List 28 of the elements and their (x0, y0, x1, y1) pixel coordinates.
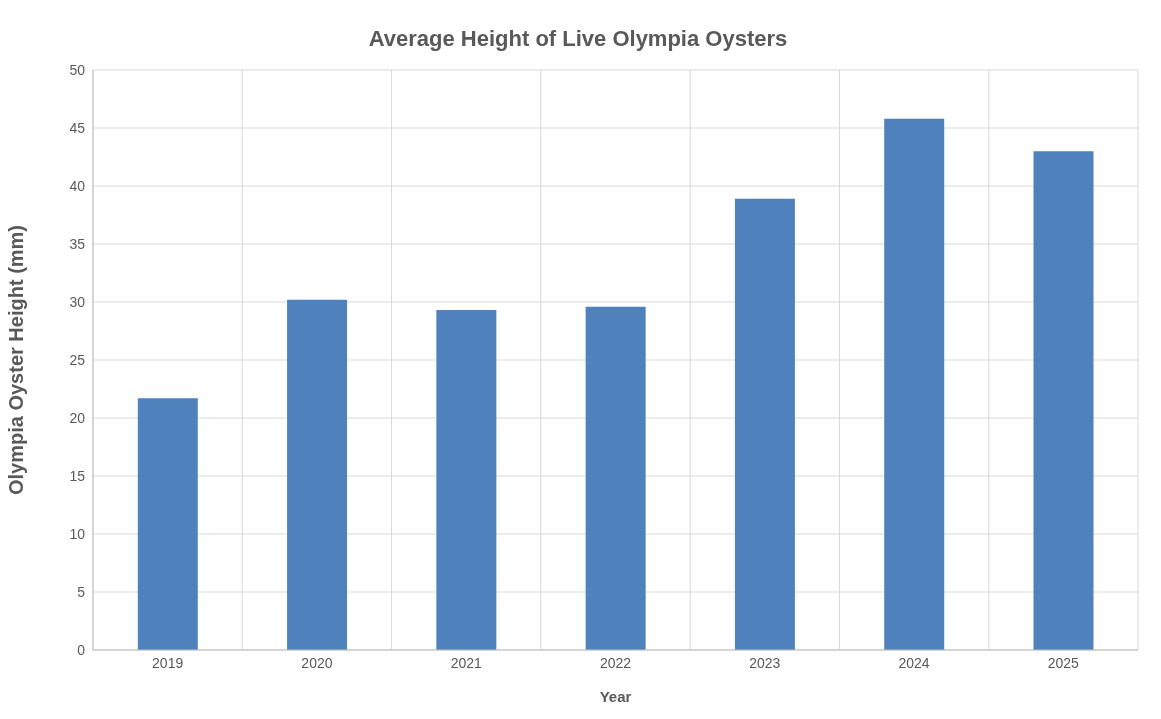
y-tick-label: 20 (69, 409, 86, 426)
bar (436, 310, 497, 650)
chart-title: Average Height of Live Olympia Oysters (367, 25, 789, 53)
y-tick-label: 30 (69, 293, 86, 310)
x-axis-title: Year (599, 688, 632, 705)
bar (287, 299, 348, 650)
y-tick-label: 15 (69, 467, 86, 484)
bar (1033, 151, 1094, 650)
y-tick-label: 40 (69, 177, 86, 194)
y-tick-label: 45 (69, 119, 86, 136)
y-tick-label: 25 (69, 351, 86, 368)
x-tick-label: 2022 (599, 654, 632, 671)
y-tick-label: 50 (69, 61, 86, 78)
y-tick-label: 35 (69, 235, 86, 252)
x-tick-label: 2020 (301, 654, 333, 671)
x-tick-label: 2023 (749, 654, 781, 671)
x-tick-label: 2024 (898, 654, 930, 671)
y-tick-label: 0 (77, 641, 86, 658)
bar (734, 198, 795, 650)
x-tick-label: 2025 (1047, 654, 1080, 671)
x-tick-label: 2021 (450, 654, 482, 671)
bar (137, 398, 198, 650)
x-tick-label: 2019 (152, 654, 184, 671)
bar (585, 306, 646, 650)
y-tick-label: 10 (69, 525, 86, 542)
bar (884, 118, 945, 650)
y-axis-title: Olympia Oyster Height (mm) (5, 224, 28, 496)
y-tick-label: 5 (77, 583, 86, 600)
